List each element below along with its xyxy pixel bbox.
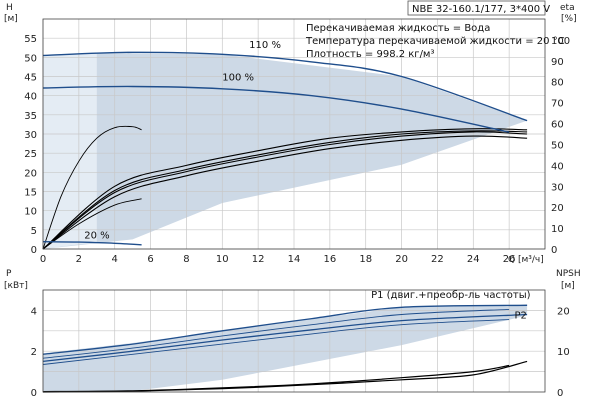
info-liquid: Перекачиваемая жидкость = Вода [306, 23, 490, 34]
upper-left-tick-label: 20 [24, 168, 37, 179]
x-axis-label: Q [м³/ч] [508, 255, 544, 265]
upper-left-tick-label: 25 [24, 149, 37, 160]
efficiency-curve [42, 198, 142, 250]
lower-left-tick-label: 0 [31, 388, 37, 399]
upper-envelope-area [43, 52, 528, 250]
head-curve-label: 100 % [222, 72, 254, 83]
title-box [407, 0, 546, 16]
upper-right-tick-label: 20 [551, 203, 564, 214]
info-temperature: Температура перекачиваемой жидкости = 20… [305, 36, 565, 47]
upper-envelope-light-area [43, 52, 97, 250]
upper-right-tick-label: 70 [551, 99, 564, 110]
head-curve [42, 241, 142, 246]
x-tick-label: 20 [395, 254, 408, 265]
upper-left-tick-label: 35 [24, 111, 37, 122]
upper-right-tick-label: 10 [551, 224, 564, 235]
lower-left-tick-label: 4 [31, 306, 37, 317]
upper-left-tick-label: 5 [31, 226, 37, 237]
lower-axes-layer: 0 2 4 0 10 20 [31, 289, 570, 399]
lower-envelope-layer [43, 304, 528, 392]
lower-left-tick-label: 2 [31, 347, 37, 358]
power-curve [42, 313, 528, 363]
power-curve [42, 319, 510, 365]
upper-right-tick-label: 90 [551, 57, 564, 68]
lower-left-axis-unit: [кВт] [4, 281, 28, 291]
info-density: Плотность = 998.2 кг/м³ [306, 49, 435, 60]
x-tick-label: 12 [252, 254, 265, 265]
upper-left-tick-label: 30 [24, 130, 37, 141]
x-tick-label: 26 [503, 254, 516, 265]
upper-right-tick-label: 30 [551, 182, 564, 193]
npsh-curve [42, 360, 528, 393]
upper-left-axis-label: H [6, 3, 13, 13]
upper-left-tick-label: 10 [24, 207, 37, 218]
upper-left-tick-label: 55 [24, 34, 37, 45]
upper-left-tick-label: 15 [24, 188, 37, 199]
upper-right-tick-label: 50 [551, 140, 564, 151]
lower-right-tick-label: 0 [557, 388, 563, 399]
upper-left-axis-unit: [м] [4, 14, 18, 24]
x-tick-label: 18 [359, 254, 372, 265]
upper-right-tick-label: 60 [551, 120, 564, 131]
lower-grid-layer [42, 290, 545, 392]
lower-frame [42, 289, 546, 393]
upper-right-tick-label: 80 [551, 78, 564, 89]
x-tick-label: 22 [431, 254, 444, 265]
lower-curves-layer: P1 (двиг.+преобр-ль частоты) P2 [42, 290, 531, 393]
power-curve [42, 304, 528, 355]
upper-frame [42, 18, 546, 250]
upper-right-tick-label: 100 [551, 36, 570, 47]
upper-right-tick-label: 40 [551, 161, 564, 172]
x-tick-label: 6 [147, 254, 153, 265]
upper-left-tick-label: 40 [24, 92, 37, 103]
lower-left-axis-label: P [6, 269, 12, 279]
efficiency-curve [42, 128, 528, 250]
efficiency-curve [42, 135, 528, 250]
x-tick-label: 10 [216, 254, 229, 265]
efficiency-curve [42, 125, 142, 250]
lower-right-tick-label: 20 [557, 306, 570, 317]
power-label-p1: P1 (двиг.+преобр-ль частоты) [371, 290, 531, 301]
upper-left-tick-label: 45 [24, 73, 37, 84]
x-tick-label: 16 [323, 254, 336, 265]
upper-curves-layer: 110 % 100 % 20 % [42, 40, 528, 250]
lower-right-axis-unit: [м] [561, 281, 575, 291]
lower-right-axis-label: NPSH [556, 269, 581, 279]
x-tick-label: 8 [183, 254, 189, 265]
lower-envelope-area [43, 304, 528, 392]
power-label-p2: P2 [515, 311, 527, 322]
x-tick-label: 24 [467, 254, 480, 265]
upper-left-tick-label: 50 [24, 53, 37, 64]
x-tick-label: 14 [288, 254, 301, 265]
head-curve [42, 85, 510, 133]
x-tick-label: 0 [40, 254, 46, 265]
upper-axes-layer: 0510152025303540455055010203040506070809… [24, 18, 570, 265]
head-curve-label: 20 % [84, 230, 109, 241]
upper-envelope-layer [43, 52, 528, 250]
upper-right-axis-label: eta [560, 3, 575, 13]
upper-right-axis-unit: [%] [561, 14, 577, 24]
efficiency-curve [42, 130, 528, 250]
upper-left-tick-label: 0 [31, 245, 37, 256]
upper-right-tick-label: 0 [551, 245, 557, 256]
head-curve [42, 51, 528, 122]
x-tick-label: 4 [112, 254, 118, 265]
lower-right-tick-label: 10 [557, 347, 570, 358]
efficiency-curve [42, 131, 528, 250]
title-text: NBE 32-160.1/177, 3*400 V [412, 4, 550, 15]
power-curve [42, 308, 510, 359]
head-curve-label: 110 % [249, 40, 281, 51]
x-tick-label: 2 [76, 254, 82, 265]
